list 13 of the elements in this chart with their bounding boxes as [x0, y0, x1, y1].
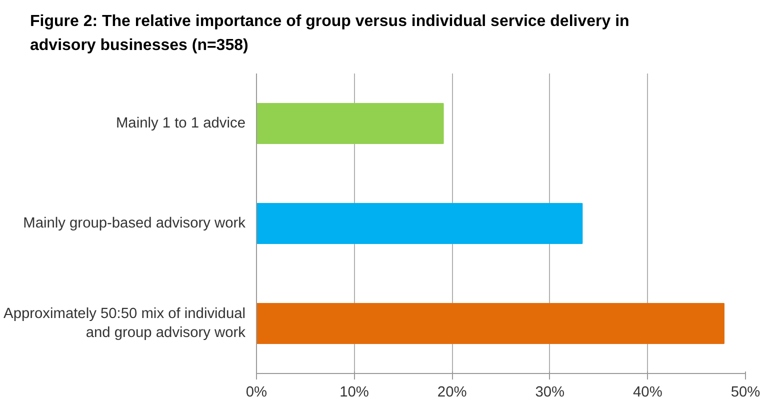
x-tick-label: 20%	[437, 384, 467, 400]
y-tick-label: Approximately 50:50 mix of individual and group advisory work	[4, 306, 246, 342]
x-tick-label: 40%	[633, 384, 662, 400]
bar	[256, 303, 724, 344]
chart-title: Figure 2: The relative importance of group versus individual service delivery in advisory businesses (n=358)	[30, 12, 630, 56]
x-tick-label: 30%	[535, 384, 565, 400]
y-tick-label: Mainly group-based advisory work	[23, 216, 246, 232]
x-tick-label: 50%	[730, 384, 760, 400]
bar	[256, 103, 444, 144]
x-tick-label: 10%	[340, 384, 369, 400]
bar	[256, 203, 583, 244]
x-tick-label: 0%	[246, 384, 268, 400]
y-tick-label: Mainly 1 to 1 advice	[116, 116, 246, 132]
